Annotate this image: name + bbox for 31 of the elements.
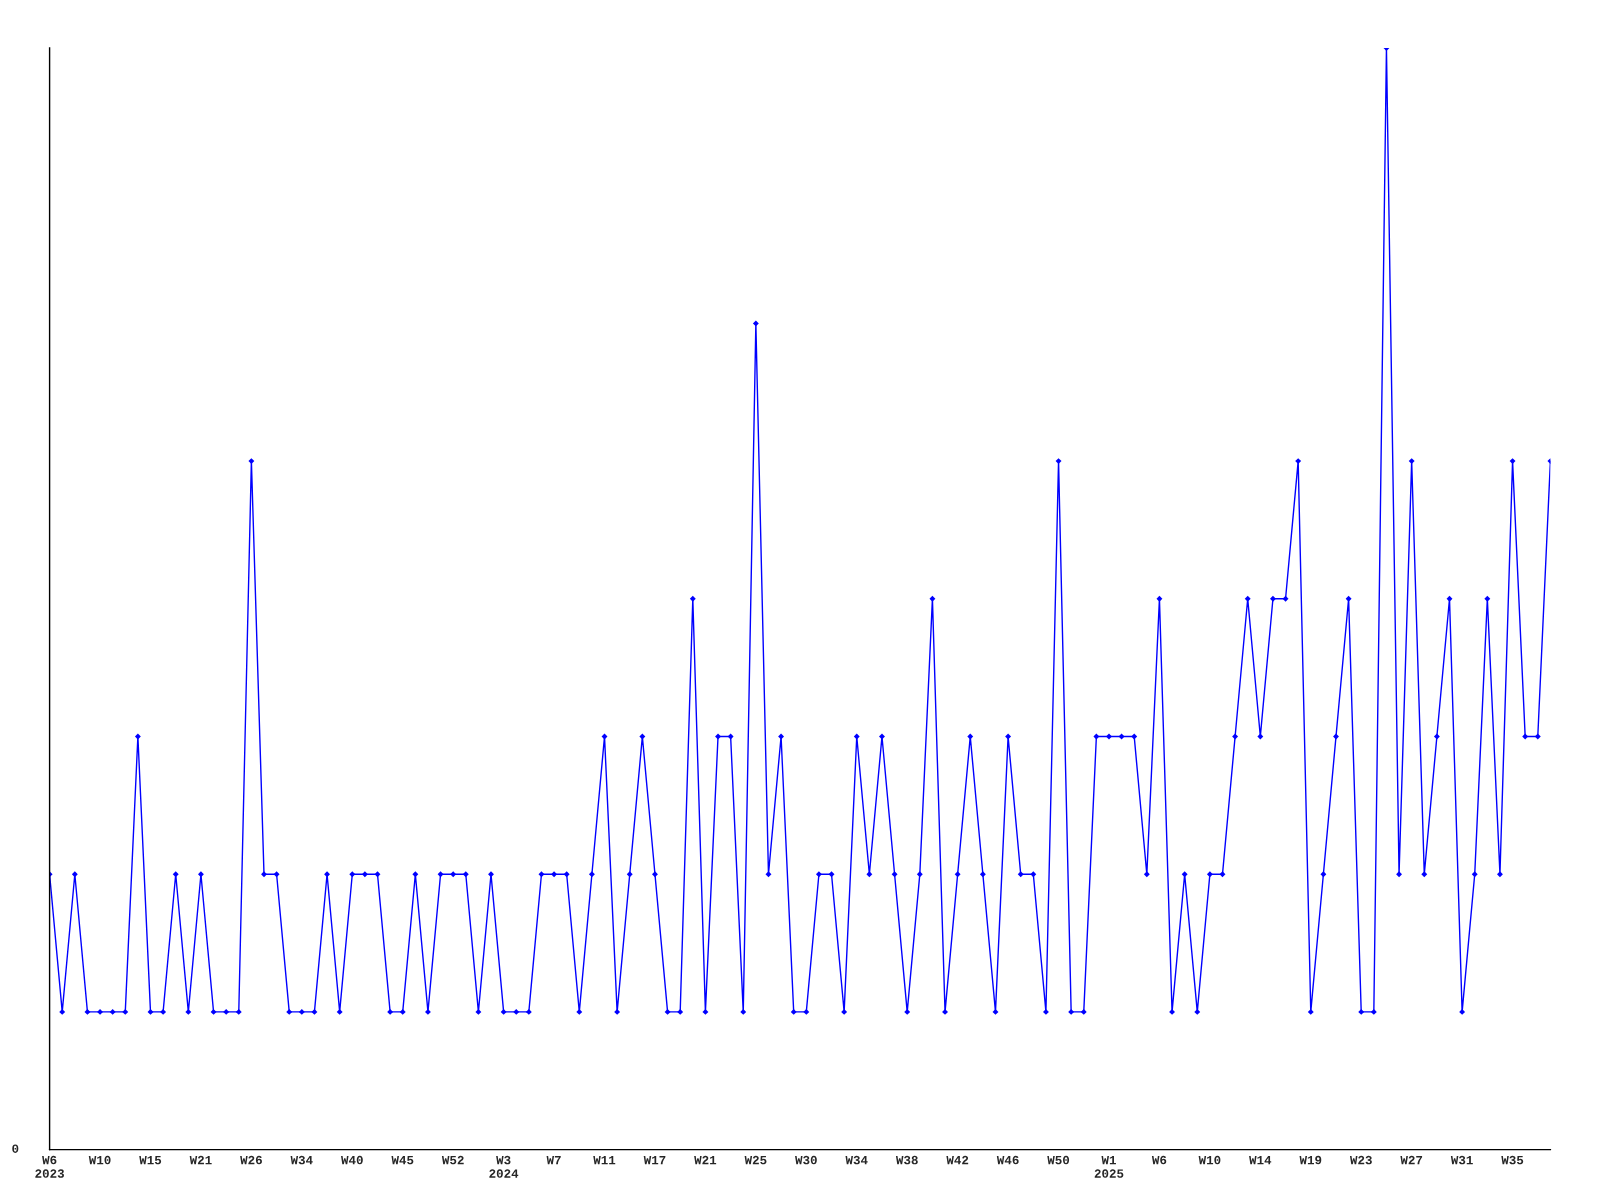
x-tick-label: W21 xyxy=(189,1155,212,1165)
x-tick-label: W10 xyxy=(1198,1155,1221,1165)
x-tick-label: W21 xyxy=(694,1155,717,1165)
x-tick-label: W35 xyxy=(1501,1155,1524,1165)
x-tick-label: W11 xyxy=(593,1155,616,1165)
x-tick-label: W34 xyxy=(290,1155,313,1165)
x-tick-label: W52 xyxy=(441,1155,464,1165)
x-tick-label: W31 xyxy=(1450,1155,1473,1165)
x-tick-label: W25 xyxy=(744,1155,767,1165)
x-tick-label: W23 xyxy=(1349,1155,1372,1165)
x-tick-label: W19 xyxy=(1299,1155,1322,1165)
x-tick-label: W38 xyxy=(895,1155,918,1165)
x-tick-label: W15 xyxy=(139,1155,162,1165)
x-tick-label: W14 xyxy=(1249,1155,1272,1165)
x-tick-label: W6 xyxy=(1151,1155,1167,1165)
x-tick-label: W45 xyxy=(391,1155,414,1165)
x-tick-label: W3 2024 xyxy=(489,1155,519,1178)
x-tick-label: W26 xyxy=(240,1155,262,1165)
x-tick-label: W27 xyxy=(1400,1155,1423,1165)
x-tick-label: W50 xyxy=(1047,1155,1070,1165)
x-tick-label: W7 xyxy=(546,1155,561,1165)
x-tick-label: W30 xyxy=(795,1155,817,1165)
x-tick-label: W34 xyxy=(845,1155,868,1165)
x-tick-label: W6 2023 xyxy=(35,1155,64,1178)
x-tick-label: W17 xyxy=(643,1155,666,1165)
x-tick-label: W46 xyxy=(996,1155,1019,1165)
x-tick-label: W10 xyxy=(88,1155,111,1165)
x-tick-label: W42 xyxy=(946,1155,969,1165)
text: 0 xyxy=(12,1144,19,1153)
x-tick-label: W40 xyxy=(341,1155,363,1165)
x-tick-label: W1 2025 xyxy=(1094,1155,1124,1178)
